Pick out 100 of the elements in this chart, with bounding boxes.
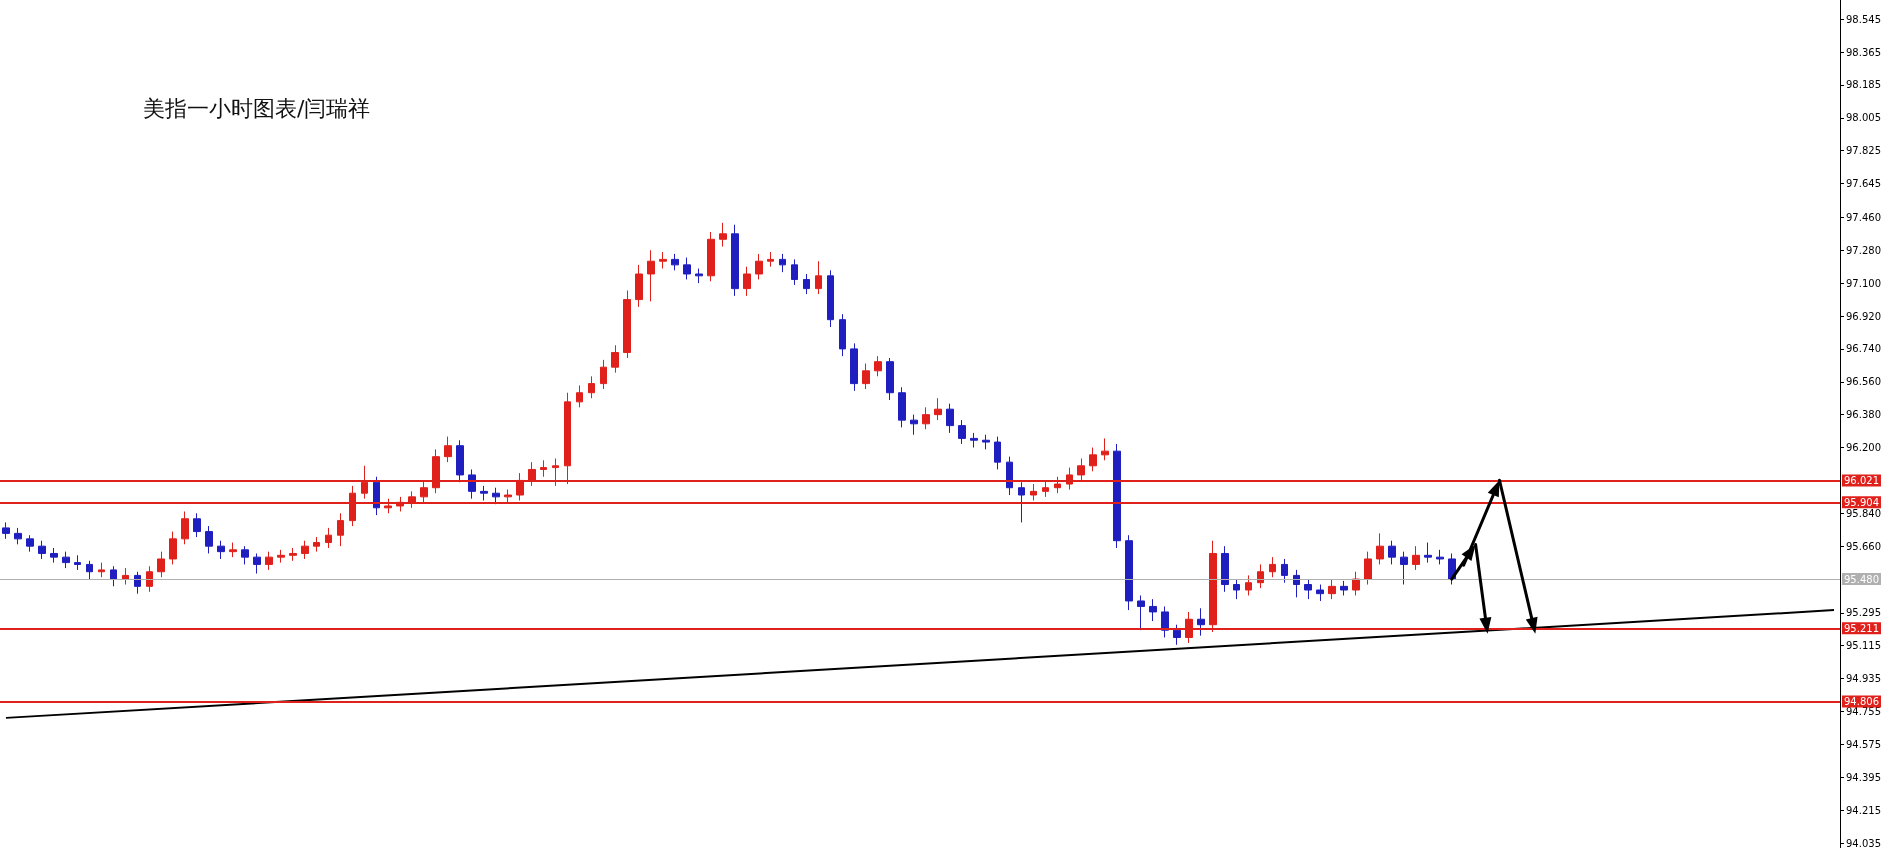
candlestick — [373, 476, 380, 516]
candlestick — [265, 551, 273, 571]
candlestick — [205, 525, 213, 554]
candlestick — [1412, 545, 1420, 571]
y-tick-label: 95.840 — [1846, 507, 1881, 519]
candlestick — [26, 534, 34, 553]
candlestick — [982, 434, 990, 450]
candlestick — [1257, 563, 1264, 589]
candlestick — [146, 565, 153, 593]
candlestick — [1125, 534, 1133, 611]
y-tick-label: 94.035 — [1846, 837, 1881, 848]
candlestick — [970, 432, 978, 449]
y-tick-label: 96.740 — [1846, 343, 1881, 355]
y-tick-label: 97.825 — [1846, 145, 1881, 157]
candlestick — [743, 266, 751, 297]
y-tick-label: 95.115 — [1846, 640, 1881, 652]
candlestick — [898, 386, 906, 428]
candlestick — [122, 567, 129, 586]
candlestick — [1424, 542, 1432, 564]
candlestick — [659, 251, 667, 270]
candlestick — [862, 363, 870, 390]
candlestick — [1233, 578, 1240, 600]
candlestick — [1221, 545, 1229, 593]
candlestick — [576, 384, 583, 408]
candlestick — [1352, 571, 1360, 596]
candlestick — [313, 536, 320, 553]
y-tick-label: 97.100 — [1846, 277, 1881, 289]
y-tick-label: 94.395 — [1846, 771, 1881, 783]
candlestick — [86, 560, 93, 580]
candlestick — [600, 359, 607, 390]
y-tick-label: 94.935 — [1846, 673, 1881, 685]
candlestick — [1089, 447, 1097, 472]
candlestick — [337, 512, 344, 547]
candlestick — [827, 269, 834, 328]
y-tick-label: 96.560 — [1846, 376, 1881, 388]
candlestick — [946, 403, 954, 434]
candlestick — [241, 545, 249, 565]
y-tick-label: 98.545 — [1846, 13, 1881, 25]
candlestick — [958, 419, 966, 445]
candlestick — [1388, 540, 1396, 565]
candlestick — [38, 540, 46, 560]
candlestick — [480, 485, 488, 501]
candlestick — [1328, 578, 1336, 600]
candlestick — [74, 554, 81, 571]
candlestick — [1113, 443, 1121, 549]
y-tick-label: 98.185 — [1846, 79, 1881, 91]
candlestick — [803, 273, 810, 295]
candlestick — [1006, 456, 1013, 496]
y-tick-label: 97.460 — [1846, 211, 1881, 223]
candlestick — [1173, 624, 1181, 646]
candlestick — [588, 375, 595, 399]
candlestick — [492, 487, 500, 505]
candlestick — [193, 512, 201, 538]
ref-line-label: 95.211 — [1844, 622, 1879, 634]
candlestick — [1281, 558, 1288, 584]
candlestick — [98, 562, 105, 578]
candlestick — [540, 459, 547, 478]
candlestick — [1269, 556, 1276, 578]
candlestick — [874, 355, 882, 377]
y-tick-label: 94.575 — [1846, 738, 1881, 750]
ref-line-label: 95.904 — [1844, 496, 1879, 508]
candlestick — [325, 527, 332, 549]
candlestick — [815, 260, 822, 295]
candlestick — [731, 224, 739, 297]
text: 美指一小时图表/闫瑞祥 — [143, 95, 371, 121]
candlestick — [110, 565, 117, 587]
y-tick-label: 98.005 — [1846, 112, 1881, 124]
candlestick — [1304, 578, 1312, 600]
candlestick — [635, 264, 643, 308]
ref-line-label: 94.806 — [1844, 695, 1879, 707]
candlestick — [134, 571, 141, 595]
y-tick-label: 97.280 — [1846, 244, 1881, 256]
y-tick-label: 97.645 — [1846, 178, 1881, 190]
candlestick — [1436, 549, 1444, 565]
candlestick — [1400, 551, 1408, 586]
candlestick — [1293, 569, 1300, 598]
y-tick-label: 96.920 — [1846, 310, 1881, 322]
candlestick — [181, 510, 189, 545]
candlestick — [611, 344, 619, 374]
candlestick — [1245, 574, 1252, 596]
ref-line-label: 96.021 — [1844, 474, 1879, 486]
candlestick — [456, 439, 464, 483]
candlestick — [767, 251, 774, 268]
y-tick-label: 96.200 — [1846, 442, 1881, 454]
candlestick — [1197, 607, 1205, 637]
candlestick — [671, 253, 679, 271]
ref-line-label: 95.480 — [1844, 573, 1879, 585]
candlestick — [910, 414, 918, 436]
candlestick — [253, 552, 261, 575]
y-tick-label: 96.380 — [1846, 409, 1881, 421]
candlestick — [157, 551, 165, 578]
candlestick — [707, 231, 715, 282]
y-tick-label: 95.660 — [1846, 540, 1881, 552]
y-tick-label: 94.755 — [1846, 705, 1881, 717]
candlestick — [277, 549, 285, 564]
candlestick — [14, 527, 22, 545]
candlestick — [994, 436, 1001, 470]
candlestick — [934, 397, 942, 421]
candlestick — [289, 547, 297, 562]
candlestick — [1149, 598, 1157, 622]
